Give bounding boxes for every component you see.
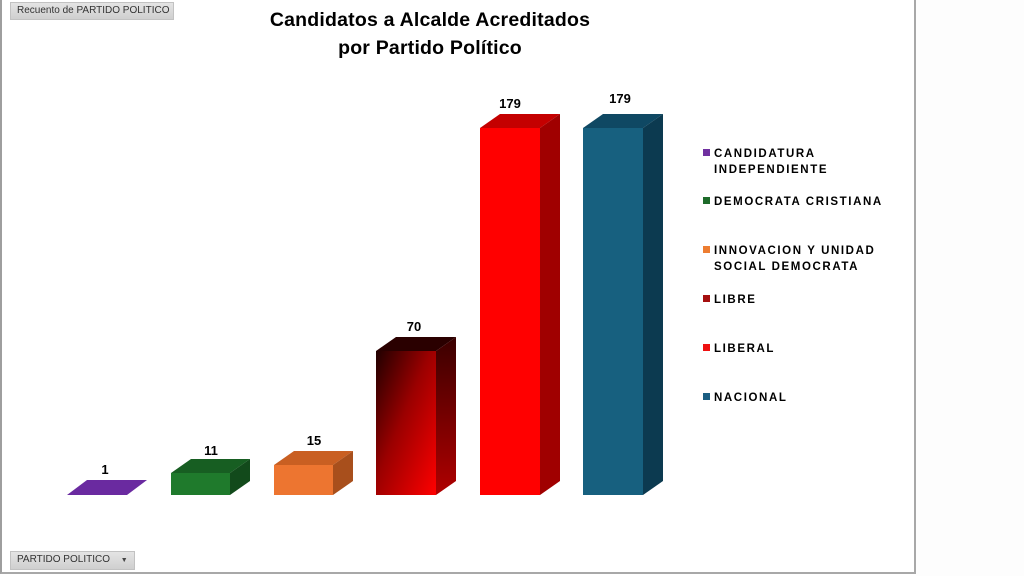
legend-item-liberal[interactable]: LIBERAL	[703, 341, 775, 357]
legend-swatch	[703, 295, 710, 302]
value-field-label: Recuento de PARTIDO POLITICO	[17, 5, 170, 16]
legend-item-democrata-cristiana[interactable]: DEMOCRATA CRISTIANA	[703, 194, 883, 210]
data-label: 15	[307, 433, 321, 448]
bar-libre[interactable]: 70	[376, 319, 456, 495]
bar-side-face	[540, 114, 560, 495]
legend-swatch	[703, 393, 710, 400]
bar-front-face	[480, 128, 540, 495]
bar-front-face	[171, 473, 230, 495]
chart-title-line2: por Partido Político	[338, 37, 522, 59]
chart-title: Candidatos a Alcalde Acreditados por Par…	[150, 6, 710, 62]
bar-front-face	[583, 128, 643, 495]
bar-side-face	[333, 451, 353, 495]
bar-top-face	[67, 480, 147, 495]
plot-area: 1 11 15 70 179 179	[67, 91, 663, 495]
dropdown-arrow-icon[interactable]: ▼	[120, 557, 128, 564]
data-label: 1	[101, 462, 108, 477]
bar-top-face	[376, 337, 456, 351]
data-label: 70	[407, 319, 421, 334]
data-label: 11	[204, 443, 218, 458]
outside-area	[916, 0, 1024, 576]
bar-front-face	[274, 465, 333, 495]
chart-title-line1: Candidatos a Alcalde Acreditados	[269, 9, 591, 31]
legend-item-libre[interactable]: LIBRE	[703, 292, 757, 308]
legend-label: LIBRE	[714, 294, 757, 306]
bar-democrata-cristiana[interactable]: 11	[171, 443, 250, 495]
bar-top-face	[583, 114, 663, 128]
bar-top-face	[480, 114, 560, 128]
legend-swatch	[703, 197, 710, 204]
chart-frame	[0, 0, 916, 574]
legend-label: INNOVACION Y UNIDAD SOCIAL DEMOCRATA	[714, 245, 876, 273]
bar-candidatura-independiente[interactable]: 1	[67, 462, 147, 495]
legend-item-innovacion-unidad[interactable]: INNOVACION Y UNIDAD SOCIAL DEMOCRATA	[703, 243, 875, 275]
legend-label: CANDIDATURA INDEPENDIENTE	[714, 148, 829, 176]
data-label: 179	[609, 91, 631, 106]
legend-swatch	[703, 246, 710, 253]
legend-swatch	[703, 344, 710, 351]
bar-side-face	[230, 459, 250, 495]
bar-side-face	[643, 114, 663, 495]
legend-item-nacional[interactable]: NACIONAL	[703, 390, 788, 406]
bar-front-face	[376, 351, 436, 495]
data-label: 179	[499, 96, 521, 111]
bar-innovacion-unidad[interactable]: 15	[274, 433, 353, 495]
value-field-button[interactable]: Recuento de PARTIDO POLITICO	[10, 2, 174, 20]
legend-item-candidatura-independiente[interactable]: CANDIDATURA INDEPENDIENTE	[703, 146, 828, 178]
bar-liberal[interactable]: 179	[480, 96, 560, 495]
bar-top-face	[274, 451, 353, 465]
legend-label: DEMOCRATA CRISTIANA	[714, 196, 883, 208]
legend-label: LIBERAL	[714, 343, 776, 355]
legend-label: NACIONAL	[714, 392, 788, 404]
axis-field-label: PARTIDO POLITICO	[17, 554, 110, 565]
legend-swatch	[703, 149, 710, 156]
bar-top-face	[171, 459, 250, 473]
axis-field-button[interactable]: PARTIDO POLITICO ▼	[10, 551, 135, 570]
bar-side-face	[436, 337, 456, 495]
bar-nacional[interactable]: 179	[583, 91, 663, 495]
